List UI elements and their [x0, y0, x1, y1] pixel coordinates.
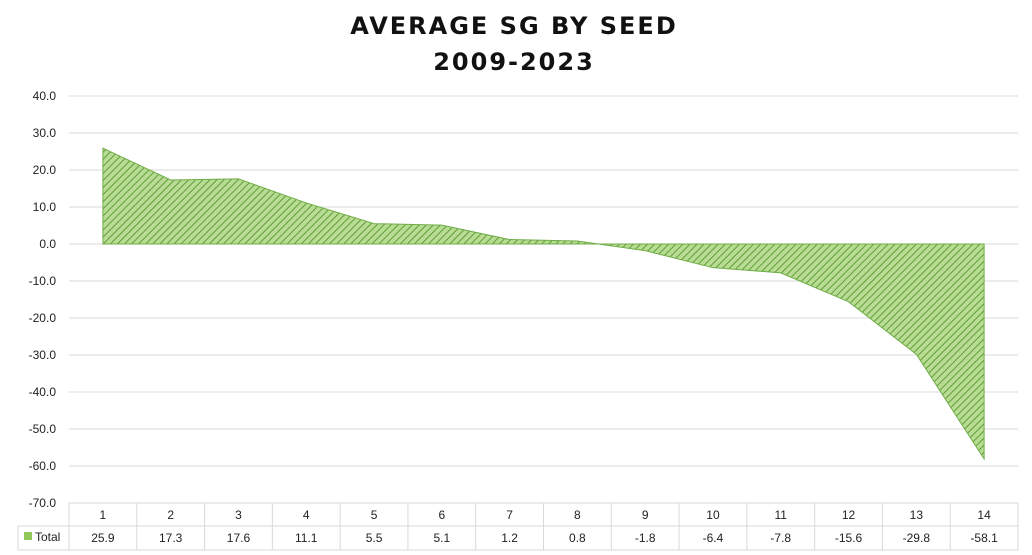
- category-label: 6: [438, 508, 445, 522]
- area-series: [102, 147, 985, 461]
- y-tick-label: -50.0: [29, 422, 57, 436]
- y-tick-label: 40.0: [33, 89, 57, 103]
- y-tick-label: 30.0: [33, 126, 57, 140]
- y-tick-label: -10.0: [29, 274, 57, 288]
- category-label: 4: [303, 508, 310, 522]
- data-label: 17.3: [159, 531, 183, 545]
- data-label: 1.2: [501, 531, 518, 545]
- data-label: 5.5: [366, 531, 383, 545]
- category-label: 12: [842, 508, 856, 522]
- category-label: 11: [775, 508, 788, 522]
- legend-label: Total: [35, 530, 60, 544]
- y-tick-label: -40.0: [29, 385, 57, 399]
- chart-title-line-1: AVERAGE SG BY SEED: [350, 12, 678, 40]
- data-label: 11.1: [295, 531, 318, 545]
- category-label: 10: [706, 508, 720, 522]
- y-tick-label: 0.0: [39, 237, 56, 251]
- category-label: 13: [910, 508, 924, 522]
- category-label: 7: [506, 508, 513, 522]
- category-label: 3: [235, 508, 242, 522]
- data-label: 17.6: [227, 531, 251, 545]
- category-label: 9: [642, 508, 649, 522]
- data-label: -15.6: [835, 531, 863, 545]
- y-tick-label: -60.0: [29, 459, 57, 473]
- legend-swatch: [24, 532, 32, 540]
- data-label: -29.8: [903, 531, 931, 545]
- category-label: 8: [574, 508, 581, 522]
- chart-title: AVERAGE SG BY SEED 2009-2023: [0, 8, 1028, 80]
- category-label: 14: [977, 508, 991, 522]
- data-label: -7.8: [770, 531, 791, 545]
- chart-title-line-2: 2009-2023: [433, 48, 595, 76]
- data-label: 0.8: [569, 531, 586, 545]
- data-label: 5.1: [433, 531, 450, 545]
- y-tick-label: -70.0: [29, 496, 57, 510]
- data-label: -1.8: [635, 531, 656, 545]
- data-label: -6.4: [703, 531, 724, 545]
- y-axis: 40.0 30.0 20.0 10.0 0.0 -10.0 -20.0 -30.0 -40.0 -…: [29, 89, 57, 510]
- area-fill: [102, 147, 985, 461]
- data-label: 25.9: [91, 531, 115, 545]
- category-label: 5: [371, 508, 378, 522]
- y-tick-label: 10.0: [33, 200, 57, 214]
- y-tick-label: -20.0: [29, 311, 57, 325]
- category-label: 2: [167, 508, 174, 522]
- y-tick-label: -30.0: [29, 348, 57, 362]
- data-table: Total 1 25.9 2 17.3 3 17.6 4 11.1 5 5.5 6 5.1 7 1.2 8 0.…: [17, 502, 1019, 551]
- y-tick-label: 20.0: [33, 163, 57, 177]
- category-label: 1: [100, 508, 107, 522]
- data-label: -58.1: [970, 531, 998, 545]
